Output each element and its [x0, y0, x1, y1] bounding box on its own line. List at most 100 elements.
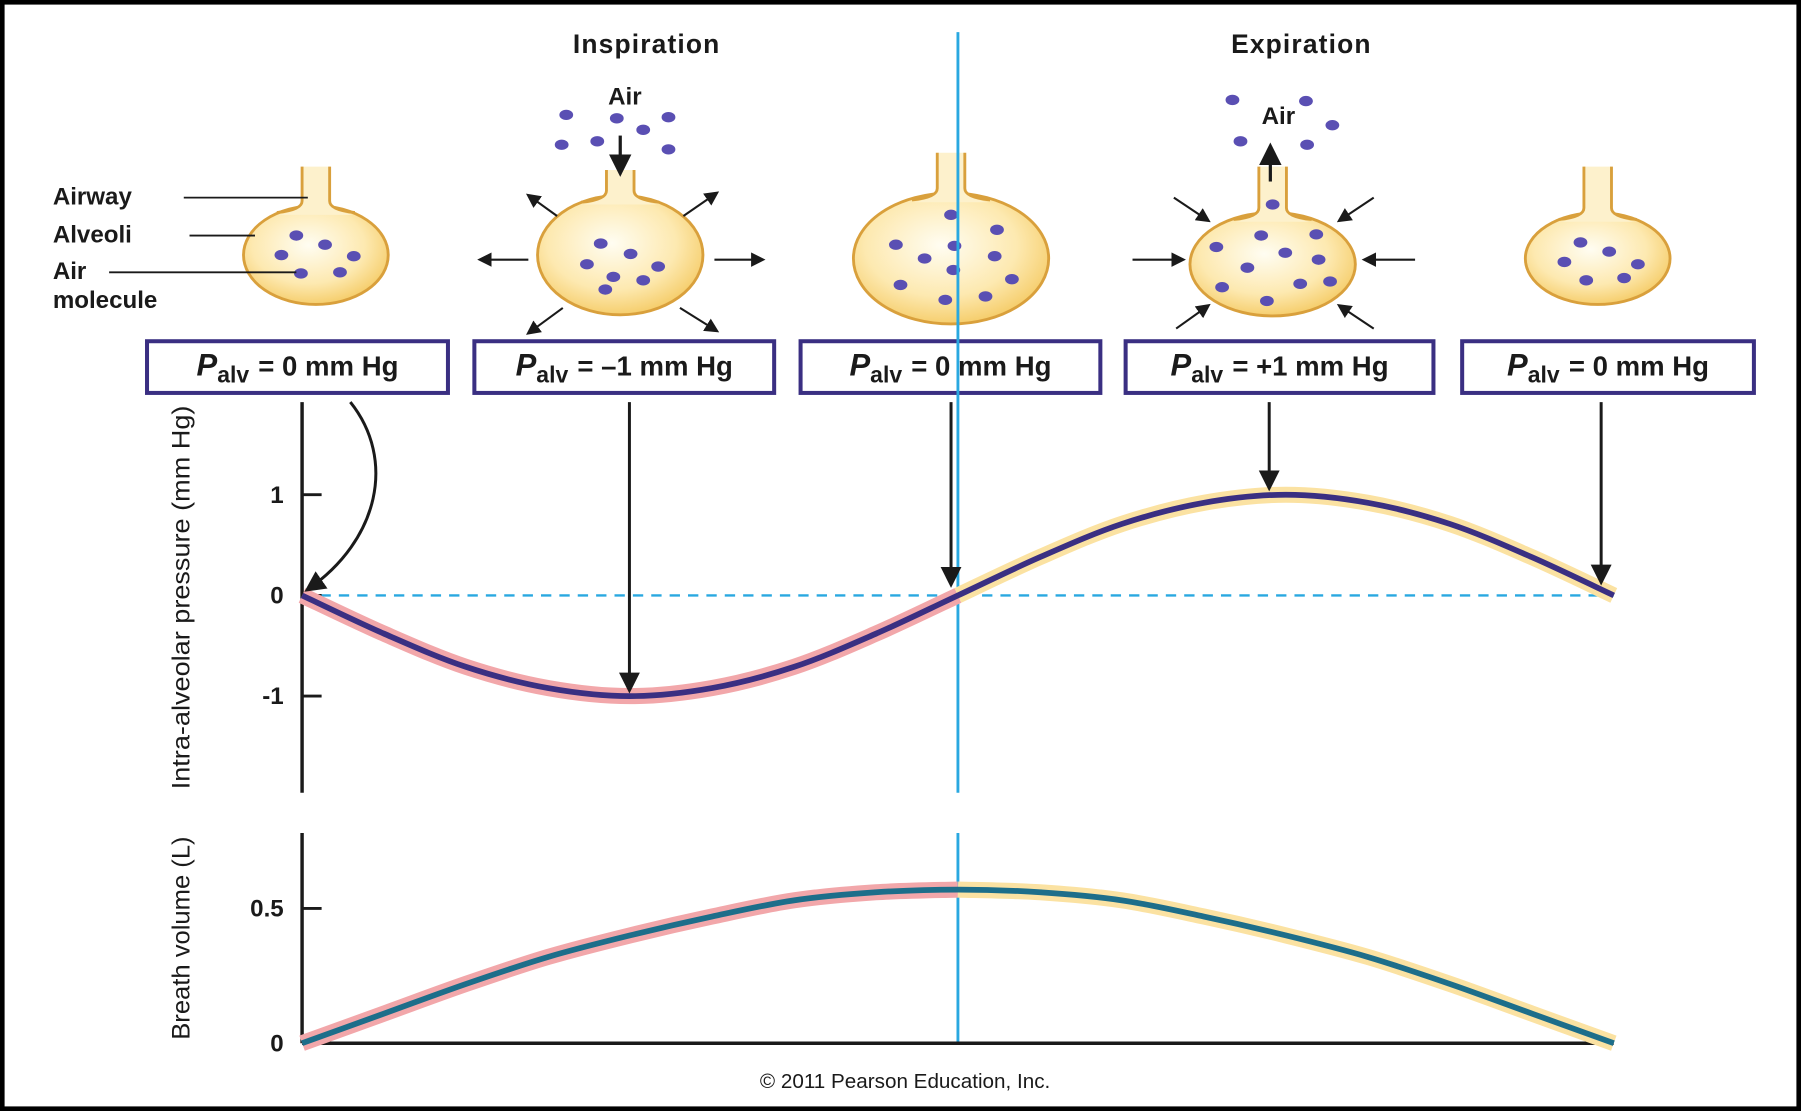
air-molecule — [606, 271, 621, 283]
airway-wall — [276, 166, 304, 214]
air-molecule — [1005, 274, 1019, 285]
movement-arrow — [679, 307, 720, 333]
movement-arrow — [526, 193, 558, 217]
y-axis-title: Intra-alveolar pressure (mm Hg) — [168, 406, 196, 790]
airway-wall — [1558, 166, 1586, 221]
air-molecule — [289, 230, 304, 241]
air-molecule — [1323, 276, 1337, 287]
airway-wall — [1233, 166, 1261, 221]
air-molecule — [987, 251, 1002, 262]
air-molecule — [346, 251, 361, 262]
air-molecule — [1299, 95, 1313, 107]
air-molecule — [661, 144, 676, 155]
label: molecule — [53, 287, 158, 314]
airway-fill — [279, 166, 353, 215]
air-molecule — [609, 113, 624, 124]
air-molecule — [661, 112, 676, 123]
airway-fill — [914, 152, 988, 203]
y-axis-title: Breath volume (L) — [168, 836, 196, 1039]
airway-fill — [583, 170, 657, 205]
label: Air — [53, 258, 87, 285]
air-molecule — [978, 291, 993, 302]
airway-fill — [1560, 166, 1635, 222]
air-molecule — [1579, 275, 1594, 286]
air-molecule — [1260, 295, 1274, 307]
y-tick-label: 0 — [270, 582, 283, 609]
subscript: alv — [217, 362, 249, 388]
alveolus — [851, 152, 1051, 326]
pressure-box — [145, 339, 450, 395]
charts: -1 0 1 Intra-alveolar pressure (mm Hg) 0 0.5 B… — [168, 32, 1618, 1057]
movement-arrow — [1173, 196, 1211, 223]
y-tick-label: 0 — [270, 1030, 283, 1057]
chart: -1 0 1 Intra-alveolar pressure (mm Hg) — [168, 32, 1618, 793]
air-molecule — [889, 239, 903, 250]
alveoli-drawings — [242, 94, 1672, 335]
air-molecule — [554, 139, 569, 150]
movement-arrow — [1175, 303, 1211, 330]
pressure-boxes: Palv = 0 mm Hg Palv = –1 mm Hg Palv = 0 mm Hg… — [145, 339, 1756, 395]
air-molecule — [1602, 246, 1617, 257]
air-molecule — [598, 284, 613, 295]
alveolus — [1188, 166, 1357, 318]
copyright: © 2011 Pearson Education, Inc. — [760, 1070, 1050, 1093]
air-molecule — [651, 261, 666, 272]
air-molecule — [917, 253, 932, 264]
air-molecule — [274, 249, 289, 261]
air-molecule — [294, 268, 308, 279]
airway-wall — [963, 152, 991, 202]
pressure-box — [1460, 339, 1756, 395]
pointer-arrows — [304, 401, 1612, 694]
pressure-box — [1123, 339, 1436, 395]
y-tick-label: 0.5 — [250, 895, 284, 922]
phase-header: Expiration — [1231, 29, 1372, 59]
pressure-label: Palv = +1 mm Hg — [1171, 348, 1389, 388]
chart: 0 0.5 Breath volume (L) — [168, 832, 1617, 1057]
movement-arrow — [1336, 196, 1375, 223]
subscript: alv — [1528, 362, 1560, 388]
airway-wall — [1610, 166, 1637, 221]
pressure-box — [798, 339, 1103, 395]
label: Airway — [53, 184, 133, 211]
airway-wall — [581, 170, 608, 204]
airway-fill — [1235, 166, 1310, 222]
alveolus-sac — [1523, 211, 1672, 306]
air-molecule — [1240, 262, 1255, 273]
y-tick-label: -1 — [262, 683, 283, 710]
air-molecule — [1617, 272, 1632, 284]
air-molecule — [580, 259, 594, 270]
airway-wall — [328, 166, 356, 214]
alveolus-sac — [536, 193, 705, 317]
symbol: P — [197, 348, 218, 383]
value-text: = –1 mm Hg — [577, 351, 732, 382]
pressure-label: Palv = 0 mm Hg — [849, 348, 1051, 388]
air-molecule — [590, 136, 605, 147]
air-molecule — [1325, 120, 1340, 131]
air-molecule — [1265, 199, 1280, 210]
symbol: P — [1171, 348, 1192, 383]
air-molecule — [1215, 282, 1229, 293]
alveolus — [242, 166, 390, 306]
movement-arrow — [526, 307, 564, 335]
air-molecule — [593, 238, 608, 249]
airway-wall — [1284, 166, 1312, 221]
value-text: = 0 mm Hg — [911, 351, 1051, 382]
air-molecule — [636, 124, 651, 135]
symbol: P — [849, 348, 870, 383]
pressure-label: Palv = 0 mm Hg — [197, 348, 399, 388]
subscript: alv — [1191, 362, 1223, 388]
pressure-label: Palv = –1 mm Hg — [516, 348, 733, 388]
series-line — [300, 491, 1615, 699]
air-molecule — [1233, 136, 1248, 147]
movement-arrow — [1336, 304, 1375, 330]
leader-lines — [109, 196, 308, 274]
air-molecule — [893, 279, 908, 291]
air-molecule — [1557, 256, 1572, 268]
label: Air — [608, 84, 642, 111]
value-text: = +1 mm Hg — [1232, 351, 1388, 382]
alveolus — [1523, 166, 1672, 306]
air-molecule — [1209, 241, 1224, 253]
pressure-label: Palv = 0 mm Hg — [1507, 348, 1709, 388]
y-tick-label: 1 — [270, 482, 283, 509]
